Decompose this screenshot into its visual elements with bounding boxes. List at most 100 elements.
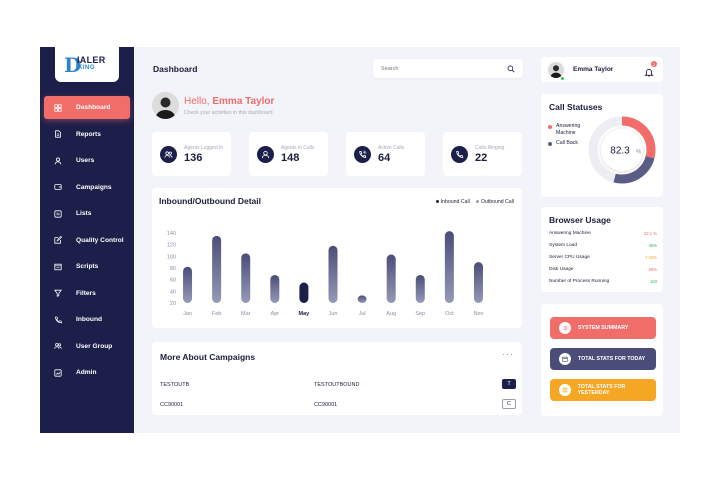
button-label: TOTAL STATS FOR TODAY <box>578 356 646 362</box>
x-tick-label: May <box>299 311 311 317</box>
bar-may[interactable] <box>299 282 309 303</box>
campaign-tag[interactable]: T <box>502 379 516 389</box>
notification-button[interactable]: 2 <box>644 61 657 77</box>
calendar-icon <box>559 353 571 365</box>
stat-active-calls: Active Calls 64 <box>346 132 425 176</box>
logo-line2: KING <box>78 64 95 71</box>
bar-chart: 20 40 60 80 100 120 140 Jan Feb Mar Apr May Jun Jul Au… <box>167 231 484 317</box>
call-statuses-title: Call Statuses <box>549 102 603 112</box>
x-tick-label: Sep <box>415 311 425 317</box>
sidebar-item-quality-control[interactable]: Quality Control <box>44 229 130 252</box>
call-status-donut: 82.3% <box>588 116 656 184</box>
stat-agents-in-calls: Agents in Calls 148 <box>249 132 328 176</box>
greeting-name: Emma Taylor <box>212 95 275 107</box>
y-tick-label: 140 <box>167 231 176 237</box>
campaign-name: CC90001 <box>314 402 338 408</box>
chart-title: Inbound/Outbound Detail <box>159 196 261 206</box>
bar-sep[interactable] <box>415 274 425 303</box>
logo-letter: D <box>64 52 82 77</box>
bar-jul[interactable] <box>357 295 367 303</box>
donut-segment-0[interactable] <box>588 116 656 184</box>
bar-nov[interactable] <box>473 262 483 303</box>
bar-jun[interactable] <box>328 245 338 303</box>
total-stats-today-button[interactable]: TOTAL STATS FOR TODAY <box>550 348 656 370</box>
user-icon <box>54 157 62 165</box>
online-status-dot <box>560 76 565 81</box>
sidebar-item-user-group[interactable]: User Group <box>44 335 130 358</box>
sidebar-item-inbound[interactable]: Inbound <box>44 308 130 331</box>
usage-value: 45% <box>648 243 657 248</box>
page-title: Dashboard <box>153 64 198 74</box>
sidebar-item-filters[interactable]: Filters <box>44 282 130 305</box>
campaign-icon <box>54 183 62 191</box>
avatar[interactable] <box>152 92 179 119</box>
sidebar-item-label: Filters <box>76 289 96 297</box>
x-tick-label: Mar <box>241 311 251 317</box>
donut-center-value: 82.3 <box>610 146 630 157</box>
sidebar-item-dashboard[interactable]: Dashboard <box>44 96 130 119</box>
sidebar-item-users[interactable]: Users <box>44 149 130 172</box>
usage-label: Answering Machine <box>549 231 591 236</box>
campaign-tag[interactable]: C <box>502 399 516 409</box>
y-tick-label: 60 <box>170 278 176 284</box>
search-bar <box>373 59 523 78</box>
avatar[interactable] <box>548 61 564 78</box>
stat-label: Active Calls <box>378 144 405 151</box>
usage-value: 103 <box>650 279 657 284</box>
system-summary-button[interactable]: SYSTEM SUMMARY <box>550 317 656 339</box>
total-stats-yesterday-button[interactable]: TOTAL STATS FOR YESTERDAY <box>550 379 656 401</box>
donut-segment-1[interactable] <box>588 116 656 184</box>
stat-agents-logged-in: Agents Logged In 136 <box>152 132 231 176</box>
bar-jan[interactable] <box>183 266 193 303</box>
x-tick-label: Jul <box>359 311 366 317</box>
y-tick-label: 40 <box>170 289 176 295</box>
usage-value: 22.1 % <box>643 231 657 236</box>
sidebar-item-label: Quality Control <box>76 236 124 244</box>
dashboard-icon <box>54 103 62 112</box>
list-icon <box>559 322 571 334</box>
x-tick-label: Feb <box>212 311 221 317</box>
sidebar-item-label: User Group <box>76 342 113 350</box>
x-tick-label: Apr <box>271 311 280 317</box>
browser-usage-row: Number of Process Running 103 <box>549 279 657 284</box>
call-statuses-card: Call Statuses Answering Machine Call Bac… <box>541 94 663 197</box>
campaigns-title: More About Campaigns <box>160 352 256 362</box>
status-legend-call-back: Call Back <box>548 140 586 147</box>
button-label: SYSTEM SUMMARY <box>578 325 629 331</box>
sidebar-item-lists[interactable]: Lists <box>44 202 130 225</box>
admin-icon <box>54 368 62 377</box>
donut-center <box>601 129 643 171</box>
y-tick-label: 120 <box>167 243 176 249</box>
logo[interactable]: D IALER KING <box>55 47 119 82</box>
sidebar-item-label: Lists <box>76 210 92 217</box>
inbound-outbound-chart-card: Inbound/Outbound Detail Inbound Call Out… <box>152 188 522 328</box>
search-icon[interactable] <box>507 60 515 78</box>
x-tick-label: Oct <box>445 311 454 317</box>
stat-value: 136 <box>184 151 203 164</box>
notification-badge: 2 <box>651 61 657 67</box>
bar-feb[interactable] <box>212 235 222 303</box>
sidebar-item-scripts[interactable]: Scripts <box>44 255 130 278</box>
sidebar-item-reports[interactable]: Reports <box>44 123 130 146</box>
user-profile[interactable]: Emma Taylor 2 <box>541 57 663 82</box>
campaign-id: TESTOUTB <box>160 382 190 388</box>
legend-outbound[interactable]: Outbound Call <box>475 199 514 205</box>
x-tick-label: Aug <box>386 311 396 317</box>
bar-apr[interactable] <box>270 274 280 303</box>
bar-aug[interactable] <box>386 254 396 303</box>
stat-label: Agents Logged In <box>184 144 224 151</box>
status-legend-answering-machine: Answering Machine <box>548 123 586 136</box>
search-input[interactable] <box>381 65 491 72</box>
sidebar-item-campaigns[interactable]: Campaigns <box>44 176 130 199</box>
campaign-name: TESTOUTBOUND <box>314 382 360 388</box>
more-options-icon[interactable]: ··· <box>502 349 514 359</box>
bar-mar[interactable] <box>241 253 251 303</box>
y-tick-label: 20 <box>170 301 176 307</box>
y-tick-label: 80 <box>170 266 176 272</box>
sidebar-item-label: Campaigns <box>76 183 112 191</box>
sidebar-item-admin[interactable]: Admin <box>44 361 130 384</box>
legend-inbound[interactable]: Inbound Call <box>435 199 470 205</box>
browser-usage-row: Server CPU Usage 7.02% <box>549 255 657 260</box>
bar-oct[interactable] <box>444 231 454 303</box>
donut-center-unit: % <box>636 150 642 156</box>
